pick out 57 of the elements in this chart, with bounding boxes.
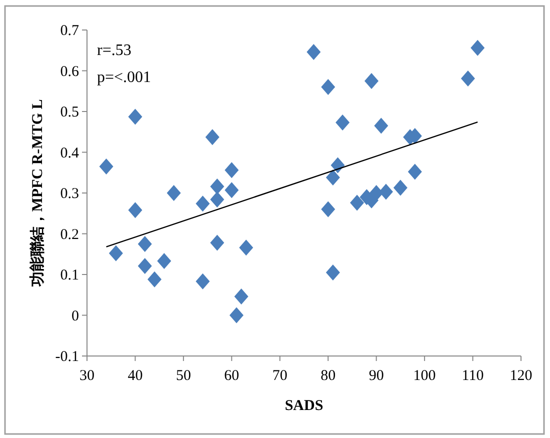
point bbox=[326, 264, 340, 280]
y-tick-label: 0.3 bbox=[60, 186, 79, 202]
x-tick-label: 100 bbox=[413, 368, 436, 384]
point bbox=[350, 194, 364, 211]
point bbox=[336, 114, 350, 130]
annotation: r=.53 bbox=[97, 42, 132, 59]
annotation: p=<.001 bbox=[97, 69, 152, 86]
point bbox=[210, 234, 224, 251]
point bbox=[138, 236, 152, 252]
point bbox=[205, 129, 220, 146]
point bbox=[234, 288, 248, 305]
point bbox=[108, 245, 123, 262]
point bbox=[128, 202, 142, 218]
x-tick-label: 110 bbox=[462, 368, 484, 384]
x-tick-label: 80 bbox=[320, 368, 336, 384]
x-axis-title: SADS bbox=[284, 398, 324, 414]
point bbox=[229, 307, 244, 324]
point bbox=[210, 192, 224, 208]
x-tick-label: 50 bbox=[176, 368, 191, 384]
x-tick-label: 90 bbox=[368, 368, 384, 384]
x-tick-label: 40 bbox=[128, 368, 143, 384]
point bbox=[460, 70, 475, 86]
point bbox=[148, 271, 162, 288]
y-axis-title: 功能聯結，MPFC R-MTG L bbox=[29, 99, 46, 288]
point bbox=[378, 184, 393, 200]
y-tick-label: 0.2 bbox=[60, 226, 79, 243]
point bbox=[321, 79, 336, 96]
point bbox=[374, 118, 388, 134]
y-tick-label: 0 bbox=[72, 308, 79, 324]
point bbox=[326, 170, 340, 186]
point bbox=[196, 273, 210, 290]
y-tick-label: 0.6 bbox=[60, 64, 80, 80]
y-tick-label: 0.4 bbox=[60, 145, 80, 162]
x-tick-label: 30 bbox=[80, 368, 94, 384]
point bbox=[128, 108, 142, 125]
point bbox=[239, 240, 254, 256]
y-tick-label: 0.7 bbox=[60, 23, 80, 39]
point bbox=[99, 158, 114, 175]
point bbox=[224, 162, 239, 178]
y-tick-label: 0.5 bbox=[60, 104, 79, 120]
point bbox=[321, 201, 336, 218]
y-tick-label: 0.1 bbox=[60, 268, 79, 284]
y-tick-label: -0.1 bbox=[55, 349, 79, 365]
point bbox=[157, 253, 172, 270]
point bbox=[364, 72, 379, 89]
point bbox=[393, 180, 408, 196]
x-tick-label: 70 bbox=[272, 368, 288, 384]
point bbox=[224, 182, 239, 198]
point bbox=[210, 178, 224, 194]
x-tick-label: 60 bbox=[224, 368, 240, 384]
point bbox=[166, 185, 181, 201]
point bbox=[306, 44, 321, 60]
point bbox=[408, 164, 422, 180]
point bbox=[470, 40, 485, 56]
x-tick-label: 120 bbox=[510, 368, 532, 384]
point bbox=[138, 258, 152, 274]
point bbox=[196, 196, 210, 212]
